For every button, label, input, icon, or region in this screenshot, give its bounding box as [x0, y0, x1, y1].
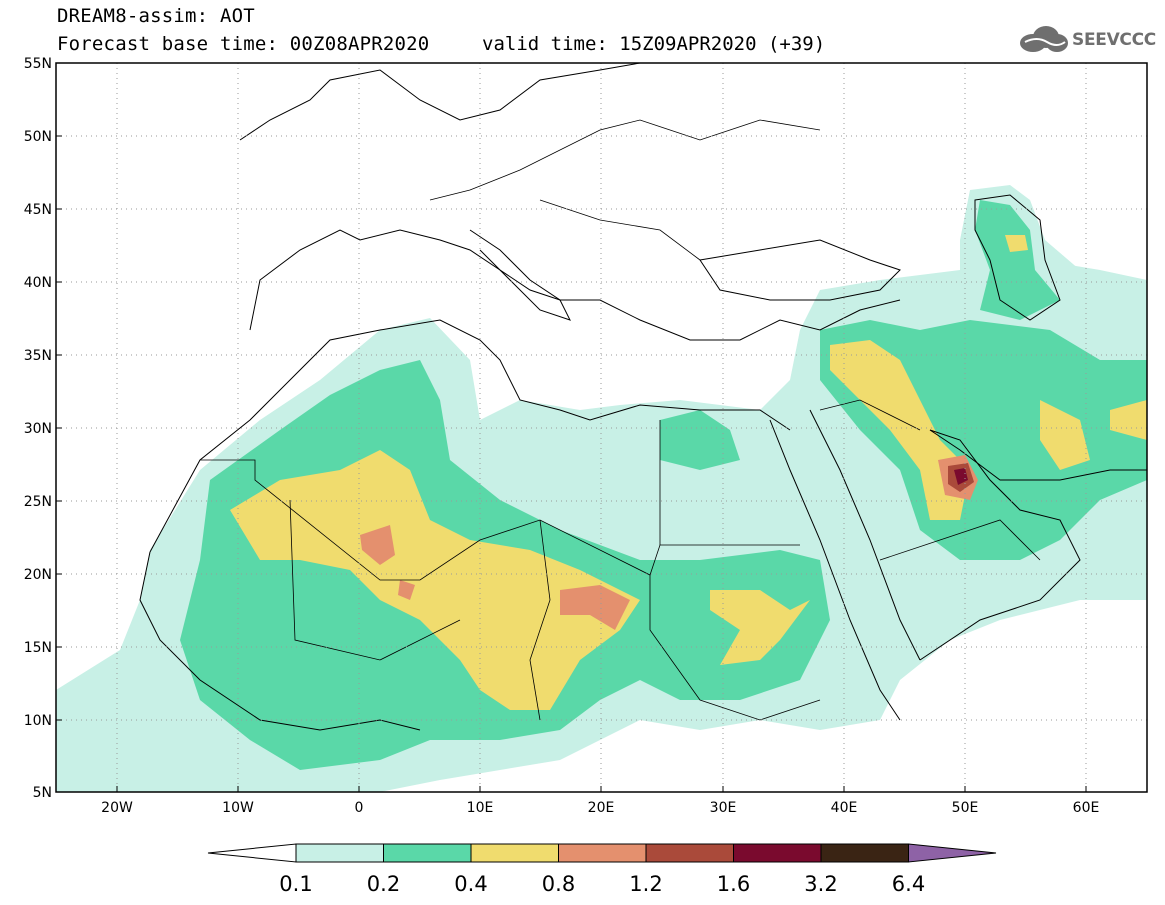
border-mali: [289, 499, 461, 661]
lat-label-40n: 40N: [24, 275, 52, 291]
coast-italy: [469, 229, 571, 321]
colorbar-segment-6: [733, 843, 822, 863]
colorbar-label-0.8: 0.8: [541, 872, 576, 896]
coast-arabia: [919, 429, 1081, 661]
lat-label-55n: 55N: [24, 56, 52, 72]
lat-label-45n: 45N: [24, 202, 52, 218]
aot-map: 55N 50N 45N 40N 35N 30N 25N 20N 15N 10N …: [24, 56, 1148, 816]
lon-label-20w: 20W: [101, 800, 133, 816]
border-europe: [429, 119, 821, 261]
aot-band-0.4-caspian: [1005, 235, 1028, 252]
coast-europe-south: [249, 229, 901, 341]
coast-europe-north: [239, 63, 641, 141]
aot-band-0.4-iraq: [830, 340, 970, 520]
colorbar-label-0.1: 0.1: [279, 872, 313, 896]
coast-caspian: [974, 194, 1061, 321]
border-sudan: [649, 575, 821, 721]
colorbar-segment-below: [207, 843, 297, 863]
graticule: [56, 63, 1147, 792]
colorbar-label-3.2: 3.2: [804, 872, 838, 896]
colorbar-segment-7: [820, 843, 909, 863]
colorbar-segment-4: [558, 843, 647, 863]
lat-label-20n: 20N: [24, 567, 52, 583]
logo-text: SEEVCCC: [1072, 30, 1156, 50]
coast-africa-west: [139, 551, 421, 731]
lat-label-5n: 5N: [33, 785, 52, 801]
colorbar-label-6.4: 6.4: [891, 872, 926, 896]
aot-band-1.6: [954, 468, 968, 485]
cloud-icon: [1020, 26, 1068, 52]
aot-band-0.2-egypt: [660, 410, 740, 470]
seevccc-logo: SEEVCCC: [1017, 24, 1157, 54]
country-borders: [200, 119, 1041, 721]
lat-label-25n: 25N: [24, 494, 52, 510]
lon-label-30e: 30E: [710, 800, 737, 816]
forecast-base-time: Forecast base time: 00Z08APR2020: [57, 33, 430, 55]
lon-label-10e: 10E: [467, 800, 494, 816]
lon-label-20e: 20E: [588, 800, 615, 816]
coast-red-sea: [769, 409, 921, 721]
colorbar-label-0.2: 0.2: [366, 872, 401, 896]
colorbar-segment-5: [645, 843, 734, 863]
coast-black-sea: [699, 239, 901, 301]
colorbar: [207, 843, 997, 863]
lon-label-10w: 10W: [222, 800, 254, 816]
border-chad: [529, 420, 661, 721]
colorbar-legend: 0.1 0.2 0.4 0.8 1.2 1.6 3.2 6.4: [0, 830, 1165, 905]
colorbar-label-1.2: 1.2: [629, 872, 663, 896]
colorbar-label-0.4: 0.4: [454, 872, 488, 896]
lat-label-50n: 50N: [24, 129, 52, 145]
valid-time: valid time: 15Z09APR2020 (+39): [482, 33, 826, 55]
lat-label-30n: 30N: [24, 421, 52, 437]
coastlines: [139, 63, 1147, 731]
border-sahara: [200, 459, 800, 581]
colorbar-segment-3: [470, 843, 559, 863]
aot-contours: [56, 185, 1147, 792]
aot-band-0.4-sudan: [710, 590, 810, 665]
lat-label-10n: 10N: [24, 713, 52, 729]
lon-label-0: 0: [355, 800, 364, 816]
lon-label-40e: 40E: [831, 800, 858, 816]
colorbar-segment-2: [383, 843, 472, 863]
lat-label-15n: 15N: [24, 640, 52, 656]
colorbar-segment-1: [295, 843, 384, 863]
border-saudi: [819, 399, 1041, 561]
coast-iran: [929, 429, 1147, 481]
lat-label-35n: 35N: [24, 348, 52, 364]
lon-label-50e: 50E: [952, 800, 979, 816]
lon-label-60e: 60E: [1073, 800, 1100, 816]
colorbar-label-1.6: 1.6: [716, 872, 751, 896]
colorbar-segment-above: [908, 843, 997, 863]
coast-africa-north: [149, 319, 791, 553]
aot-band-0.2-caspian: [975, 200, 1060, 320]
axis-ticks: [56, 135, 1087, 792]
aot-band-0.4: [230, 450, 640, 710]
map-title: DREAM8-assim: AOT: [57, 5, 255, 27]
aot-band-0.4-iran: [1040, 400, 1147, 470]
